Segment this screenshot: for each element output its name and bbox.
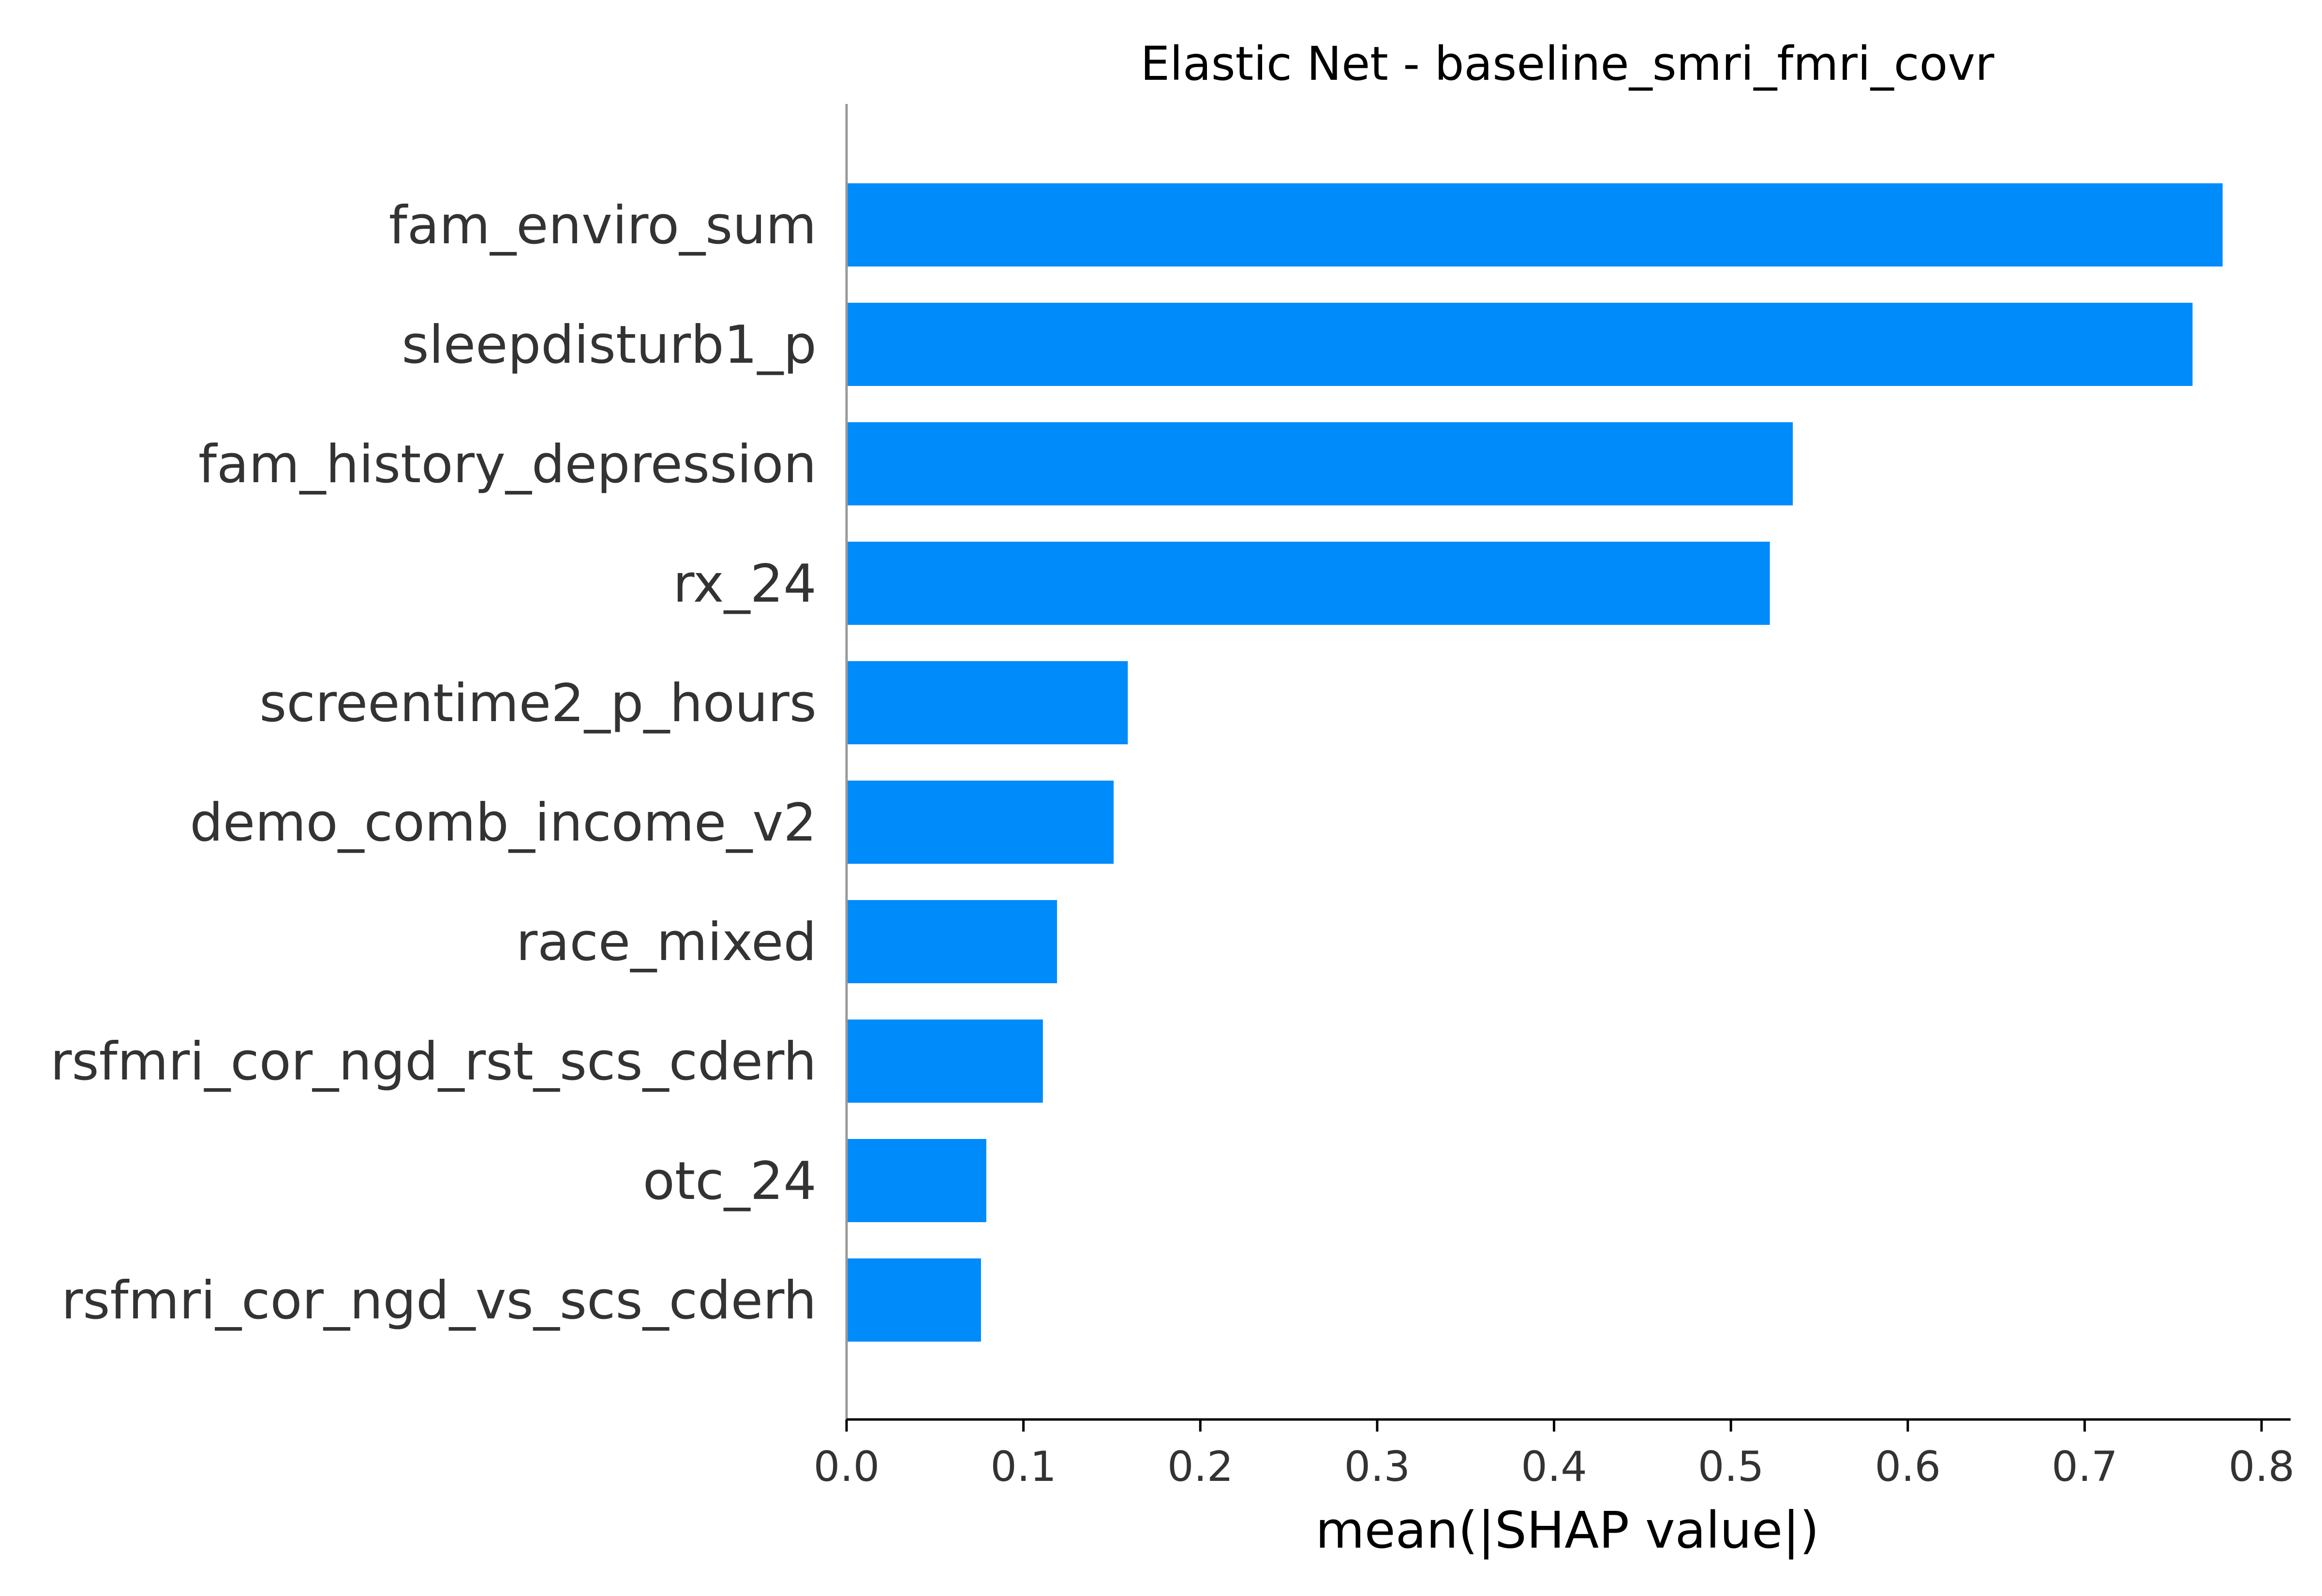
category-label: rx_24	[673, 554, 817, 614]
bar-screentime2_p_hours	[847, 661, 1128, 744]
x-tick-label: 0.5	[1698, 1443, 1764, 1491]
x-tick-label: 0.1	[990, 1443, 1057, 1491]
category-label: otc_24	[643, 1151, 817, 1212]
x-tick-label: 0.3	[1344, 1443, 1410, 1491]
bar-race_mixed	[847, 900, 1057, 983]
bar-demo_comb_income_v2	[847, 781, 1114, 864]
chart-title: Elastic Net - baseline_smri_fmri_covr	[1141, 37, 1995, 91]
bar-rsfmri_cor_ngd_vs_scs_cderh	[847, 1258, 981, 1342]
x-tick-label: 0.0	[814, 1443, 880, 1491]
category-label: fam_enviro_sum	[389, 195, 817, 256]
category-label: rsfmri_cor_ngd_rst_scs_cderh	[50, 1032, 817, 1092]
x-ticks: 0.0 0.1 0.2 0.3 0.4 0.5 0.6 0.7 0.8	[814, 1419, 2295, 1491]
category-label: screentime2_p_hours	[259, 673, 817, 734]
bar-rx_24	[847, 542, 1770, 625]
bar-rsfmri_cor_ngd_rst_scs_cderh	[847, 1020, 1043, 1103]
bar-sleepdisturb1_p	[847, 303, 2193, 386]
x-tick-label: 0.7	[2052, 1443, 2118, 1491]
bar-fam_enviro_sum	[847, 183, 2223, 266]
category-label: sleepdisturb1_p	[402, 315, 817, 375]
category-labels: fam_enviro_sum sleepdisturb1_p fam_history…	[50, 195, 817, 1331]
x-tick-label: 0.4	[1521, 1443, 1587, 1491]
bar-otc_24	[847, 1139, 986, 1222]
x-tick-label: 0.6	[1875, 1443, 1941, 1491]
x-tick-label: 0.8	[2229, 1443, 2295, 1491]
x-tick-label: 0.2	[1167, 1443, 1234, 1491]
category-label: fam_history_depression	[198, 434, 817, 495]
bars-group	[847, 183, 2223, 1342]
category-label: rsfmri_cor_ngd_vs_scs_cderh	[61, 1271, 817, 1331]
bar-fam_history_depression	[847, 422, 1793, 505]
category-label: race_mixed	[516, 912, 817, 973]
x-axis-label: mean(|SHAP value|)	[1315, 1501, 1819, 1560]
category-label: demo_comb_income_v2	[190, 793, 817, 853]
